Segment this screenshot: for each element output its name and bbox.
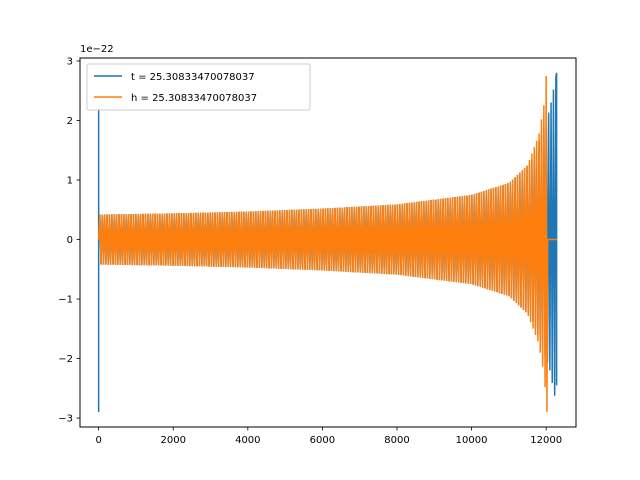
y-tick-label: −2: [58, 354, 73, 365]
legend-label-t: t = 25.30833470078037: [131, 72, 255, 83]
x-tick-label: 4000: [235, 435, 260, 446]
x-tick-label: 2000: [161, 435, 186, 446]
y-tick-label: −1: [58, 295, 73, 306]
y-offset-label: 1e−22: [80, 44, 114, 55]
y-tick-label: 2: [67, 116, 73, 127]
x-tick-label: 6000: [310, 435, 335, 446]
legend-label-h: h = 25.30833470078037: [131, 93, 257, 104]
y-tick-label: 0: [67, 235, 73, 246]
series-line-h: [97, 75, 558, 413]
legend-box: [86, 63, 311, 111]
y-tick-label: −3: [58, 414, 73, 425]
y-axis-ticks: −3 −2 −1 0 1 2 3: [58, 56, 80, 425]
series-layer: [97, 72, 558, 413]
legend: t = 25.30833470078037 h = 25.30833470078…: [86, 63, 311, 111]
x-axis-ticks: 0 2000 4000 6000 8000 10000 12000: [95, 427, 562, 446]
axes-frame: [79, 57, 577, 428]
x-tick-label: 12000: [530, 435, 562, 446]
x-tick-label: 0: [95, 435, 101, 446]
y-tick-label: 1: [67, 176, 73, 187]
x-tick-label: 10000: [456, 435, 488, 446]
x-tick-label: 8000: [384, 435, 409, 446]
y-tick-label: 3: [67, 56, 73, 67]
